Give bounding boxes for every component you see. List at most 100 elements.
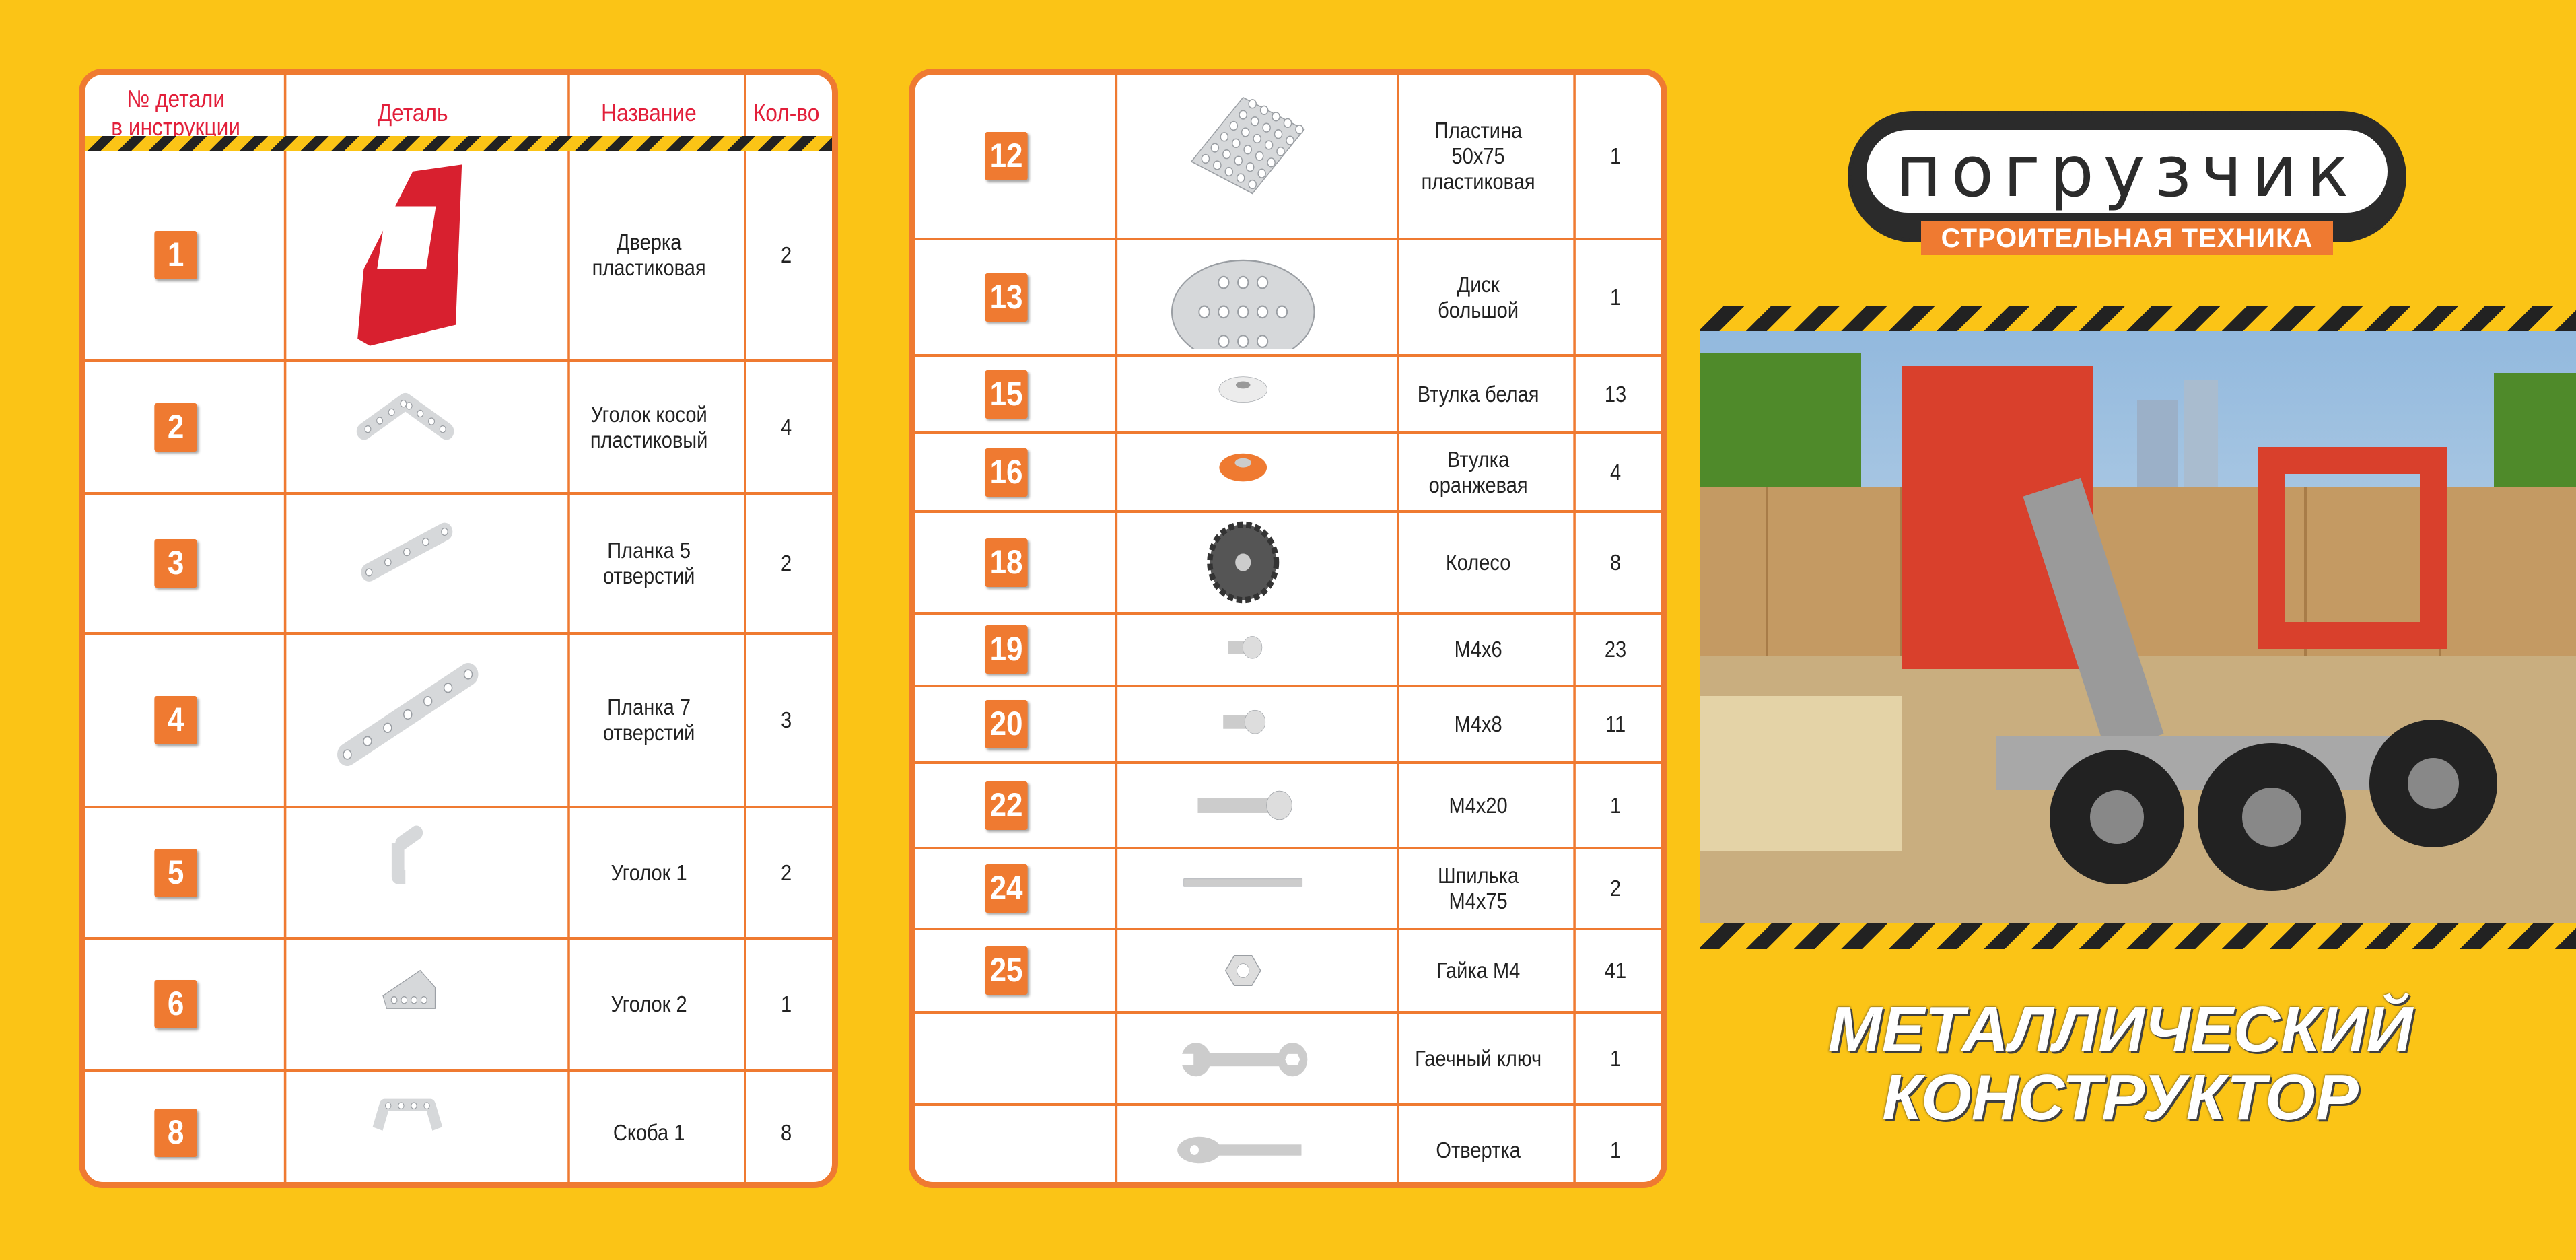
- part-number-badge: 18: [985, 538, 1028, 587]
- part-quantity: 2: [744, 495, 827, 632]
- part-name: M4x6: [1396, 615, 1557, 685]
- part-number-cell: 5: [96, 808, 256, 937]
- header-part: Деталь: [284, 75, 539, 151]
- part-number-cell: 1: [96, 151, 256, 359]
- screw-long-icon: [1115, 764, 1368, 847]
- part-quantity: 23: [1573, 615, 1656, 685]
- part-name: Колесо: [1396, 513, 1557, 612]
- part-quantity: 1: [1573, 75, 1656, 238]
- screw-short-icon: [1115, 615, 1368, 685]
- wheel-icon: [1115, 513, 1368, 612]
- part-number-cell: 18: [926, 513, 1086, 612]
- part-quantity: 1: [1573, 1106, 1656, 1182]
- part-number-cell: 13: [926, 240, 1086, 354]
- part-number-badge: 6: [154, 980, 197, 1028]
- part-name: Дверка пластиковая: [567, 151, 728, 359]
- part-name: Отвертка: [1396, 1106, 1557, 1182]
- part-quantity: 4: [744, 362, 827, 492]
- part-number-cell: 16: [926, 434, 1086, 510]
- part-name: Гайка M4: [1396, 930, 1557, 1011]
- part-number-cell: 6: [96, 940, 256, 1069]
- part-quantity: 11: [1573, 687, 1656, 761]
- part-quantity: 2: [744, 808, 827, 937]
- part-number-badge: 16: [985, 448, 1028, 497]
- table-row: 20 M4x8 11: [915, 685, 1661, 761]
- part-number-badge: 1: [154, 231, 197, 279]
- table-row: Отвертка 1: [915, 1103, 1661, 1182]
- table-row: 22 M4x20 1: [915, 761, 1661, 847]
- hazard-stripe: [85, 136, 832, 151]
- part-quantity: 8: [1573, 513, 1656, 612]
- perforated-plate-icon: [1115, 75, 1368, 238]
- table-row: 24 Шпилька M4x75 2: [915, 847, 1661, 928]
- part-name: Планка 7 отверстий: [567, 635, 728, 806]
- part-quantity: 1: [1573, 240, 1656, 354]
- header-qty: Кол-во: [744, 75, 827, 151]
- nut-icon: [1115, 930, 1368, 1011]
- table-header: № детали в инструкции Деталь Название Кол-в…: [85, 75, 832, 151]
- part-quantity: 2: [744, 151, 827, 359]
- table-row: 13 Диск большой 1: [915, 238, 1661, 354]
- table-row: 16 Втулка оранжевая 4: [915, 431, 1661, 510]
- part-quantity: 3: [744, 635, 827, 806]
- part-number-badge: 4: [154, 696, 197, 744]
- table-row: 2 Уголок косой пластиковый 4: [85, 359, 832, 492]
- screwdriver-icon: [1115, 1106, 1368, 1182]
- part-number-cell: 24: [926, 849, 1086, 928]
- logo-title: погрузчик: [1867, 130, 2388, 213]
- part-number-cell: 15: [926, 357, 1086, 431]
- red-door-plate-icon: [284, 151, 539, 359]
- part-number-cell: [926, 1106, 1086, 1182]
- product-photo: [1700, 306, 2576, 949]
- part-quantity: 1: [1573, 764, 1656, 847]
- part-number-cell: 20: [926, 687, 1086, 761]
- logo: погрузчик СТРОИТЕЛЬНАЯ ТЕХНИКА: [1848, 111, 2406, 255]
- part-number-badge: 2: [154, 403, 197, 452]
- part-number-cell: 2: [96, 362, 256, 492]
- table-row: Гаечный ключ 1: [915, 1011, 1661, 1103]
- part-name: Уголок 1: [567, 808, 728, 937]
- part-number-badge: 15: [985, 370, 1028, 419]
- part-number-badge: 20: [985, 700, 1028, 748]
- strip-7-icon: [284, 635, 539, 806]
- part-quantity: 8: [744, 1072, 827, 1182]
- part-number-cell: 3: [96, 495, 256, 632]
- part-name: Уголок косой пластиковый: [567, 362, 728, 492]
- table-row: 3 Планка 5 отверстий 2: [85, 492, 832, 632]
- product-title: МЕТАЛЛИЧЕСКИЙ КОНСТРУКТОР: [1723, 995, 2517, 1132]
- part-name: Скоба 1: [567, 1072, 728, 1182]
- part-number-cell: 19: [926, 615, 1086, 685]
- table-row: 15 Втулка белая 13: [915, 354, 1661, 431]
- part-quantity: 1: [1573, 1014, 1656, 1103]
- table-row: 12 Пластина 50x75 пластиковая 1: [915, 75, 1661, 238]
- table-row: 19 M4x6 23: [915, 612, 1661, 685]
- part-name: Пластина 50x75 пластиковая: [1396, 75, 1557, 238]
- part-name: Шпилька M4x75: [1396, 849, 1557, 928]
- logo-subtitle: СТРОИТЕЛЬНАЯ ТЕХНИКА: [1921, 221, 2333, 255]
- header-name: Название: [567, 75, 728, 151]
- table-row: 18 Колесо 8: [915, 510, 1661, 612]
- part-number-badge: 12: [985, 132, 1028, 180]
- angle-bracket-icon: [284, 808, 539, 937]
- parts-table-left: № детали в инструкции Деталь Название Кол-в…: [79, 69, 838, 1188]
- hazard-stripe-bottom: [1700, 923, 2576, 949]
- part-name: Планка 5 отверстий: [567, 495, 728, 632]
- angle-bracket-2-icon: [284, 940, 539, 1069]
- part-quantity: 2: [1573, 849, 1656, 928]
- part-name: Гаечный ключ: [1396, 1014, 1557, 1103]
- header-part-number: № детали в инструкции: [111, 85, 240, 141]
- angled-strip-icon: [284, 362, 539, 492]
- screw-icon: [1115, 687, 1368, 761]
- part-name: M4x8: [1396, 687, 1557, 761]
- wrench-icon: [1115, 1014, 1368, 1103]
- part-number-cell: 4: [96, 635, 256, 806]
- part-number-cell: [926, 1014, 1086, 1103]
- part-name: Втулка белая: [1396, 357, 1557, 431]
- hazard-stripe-top: [1700, 306, 2576, 331]
- white-bushing-icon: [1115, 357, 1368, 431]
- part-number-badge: 5: [154, 848, 197, 897]
- strip-5-icon: [284, 495, 539, 632]
